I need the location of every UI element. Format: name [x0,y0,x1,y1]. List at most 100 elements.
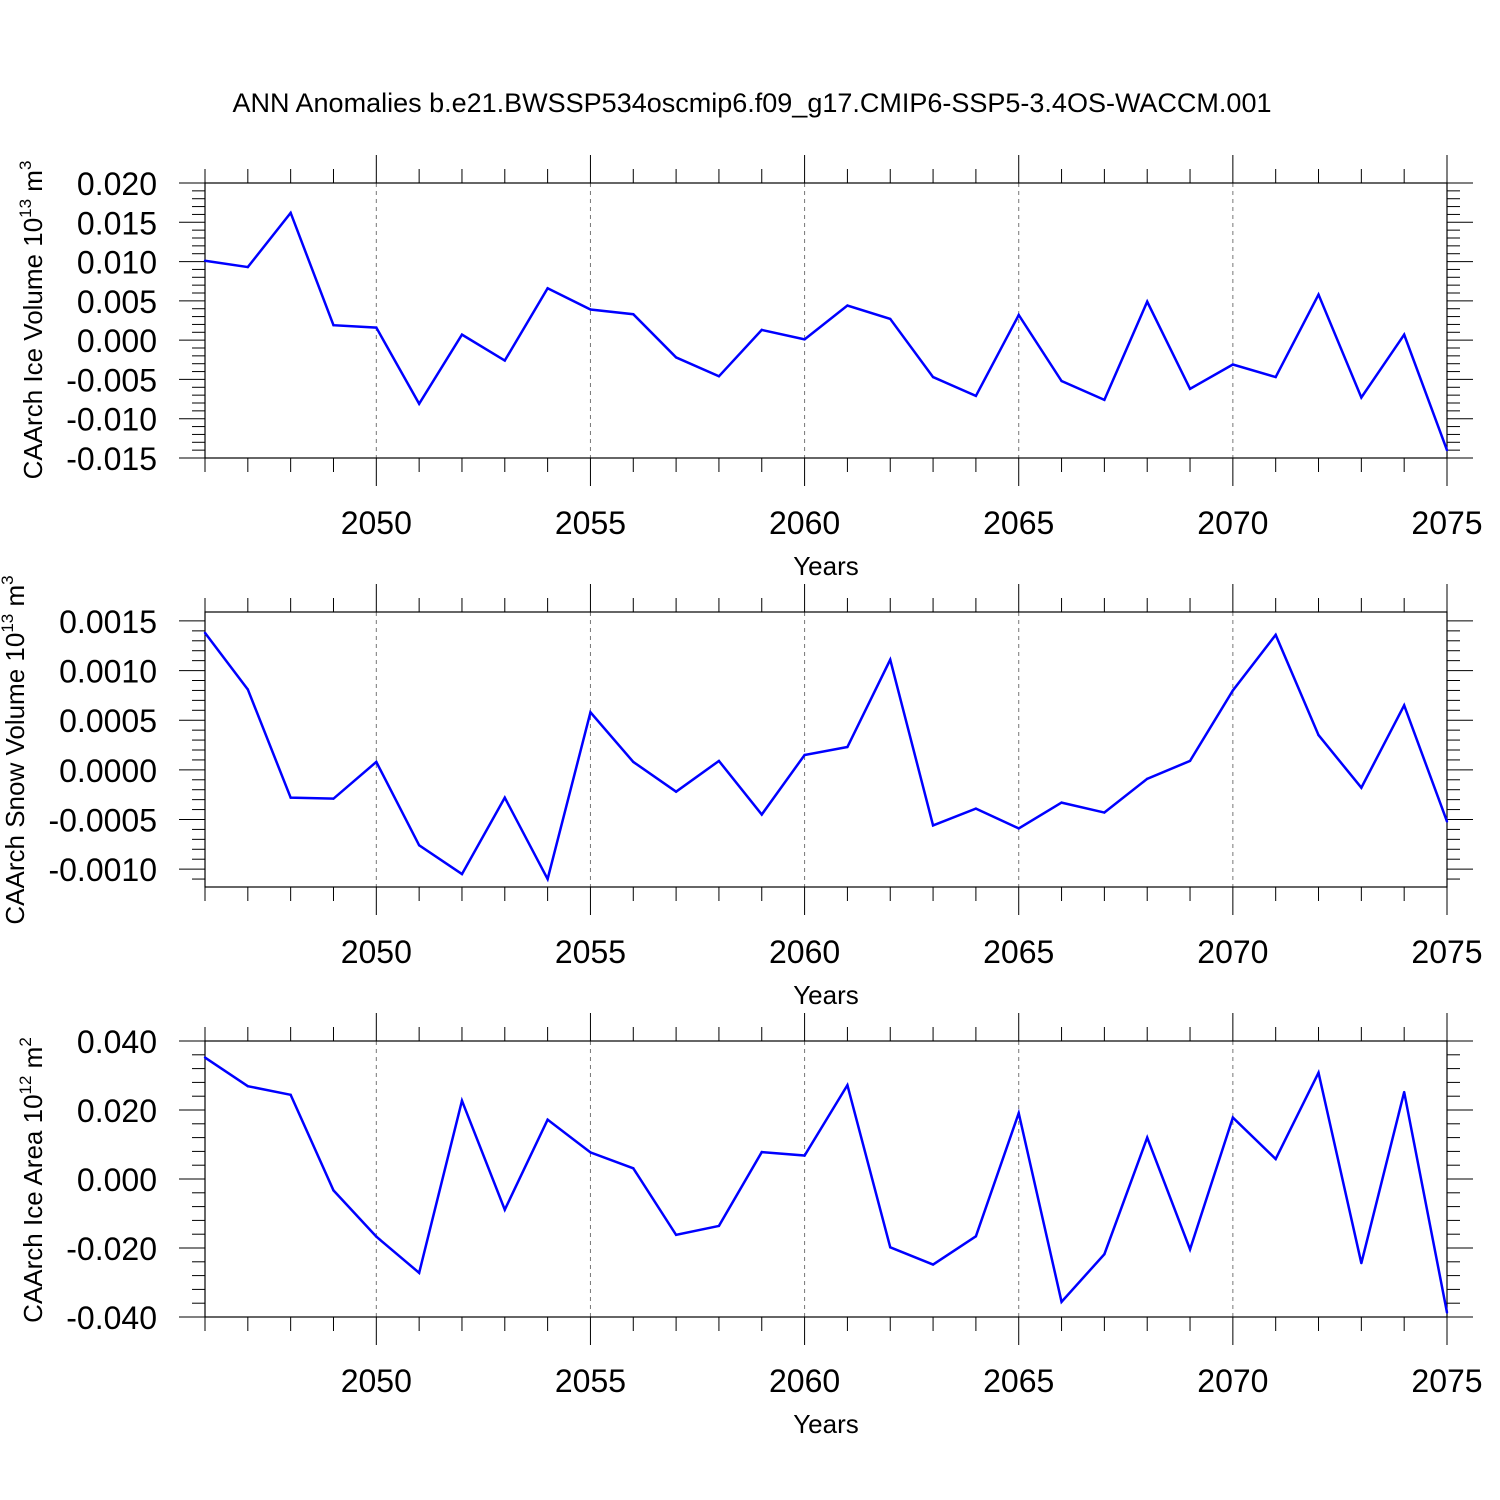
x-tick-label: 2070 [1197,1363,1268,1399]
data-point [417,402,421,405]
data-point [1360,1261,1363,1265]
y-tick-label: -0.015 [66,441,157,477]
data-point [375,326,378,329]
x-tick-label: 2050 [341,934,412,970]
data-point [1360,786,1363,789]
data-point [1103,1253,1106,1256]
y-label-exponent: 13 [0,614,17,633]
x-tick-label: 2065 [983,505,1054,541]
x-tick-label: 2060 [769,1363,840,1399]
data-point [546,287,549,290]
data-point [846,745,849,749]
x-tick-label: 2050 [341,1363,412,1399]
data-point [760,1150,763,1154]
y-tick-label: 0.010 [77,245,157,281]
data-point [889,1246,892,1249]
y-label-unit: m [18,1047,48,1076]
data-point [931,824,935,827]
data-point [1017,1111,1020,1115]
data-point [203,1056,207,1059]
data-point [289,211,292,215]
data-point [632,1167,635,1170]
y-label-unit-exponent: 2 [16,1037,35,1046]
data-point [632,313,635,316]
data-point [803,753,806,757]
data-point [203,631,207,635]
x-tick-label: 2075 [1411,1363,1482,1399]
data-point [332,797,335,800]
data-point [1231,1116,1235,1119]
y-label-text: CAArch Ice Volume 10 [18,218,48,480]
data-point [1060,801,1063,804]
data-point [1274,1157,1277,1161]
x-tick-label: 2065 [983,1363,1054,1399]
data-point [589,711,592,714]
data-point [1274,633,1277,637]
x-tick-label: 2075 [1411,505,1482,541]
data-point [1402,704,1406,707]
y-label-unit-exponent: 3 [0,575,17,584]
data-point [974,394,978,398]
x-axis-label: Years [793,980,859,1010]
data-point [289,1093,292,1097]
data-point [1360,396,1363,399]
data-point [760,813,763,816]
data-point [1146,777,1149,780]
data-point [1445,448,1449,452]
data-point [760,328,763,332]
data-point [1317,733,1320,737]
data-point [1317,293,1320,296]
data-point [503,1208,506,1211]
data-point [589,308,592,311]
data-point [846,1083,849,1087]
data-point [1060,379,1063,383]
data-point [1231,689,1235,692]
data-point [1402,333,1406,336]
plot-frame [204,1040,1448,1318]
y-tick-label: 0.020 [77,166,157,202]
x-axis-label: Years [793,1409,859,1439]
chart-title: ANN Anomalies b.e21.BWSSP534oscmip6.f09_… [233,88,1272,118]
panel-2: 0.0015 0.0010 0.0005 0.0000 -0.0005 -0.0010 20… [0,575,1483,1010]
y-label-exponent: 13 [16,199,35,218]
data-point [846,304,849,307]
data-point [203,259,207,262]
data-point [332,1189,335,1192]
y-label-exponent: 12 [16,1076,35,1095]
y-tick-label: 0.040 [77,1024,157,1060]
data-point [889,658,892,661]
y-tick-label: -0.010 [66,402,157,438]
data-point [974,807,978,810]
x-tick-label: 2065 [983,934,1054,970]
data-point [375,760,378,764]
data-point [717,759,721,763]
data-point [1402,1090,1406,1094]
panels: 0.0200.0150.0100.0050.000-0.005-0.010-0.… [0,155,1483,1439]
data-point [674,1233,678,1237]
y-label-text: CAArch Snow Volume 10 [0,633,30,925]
data-point [503,796,506,799]
data-point [589,1151,592,1154]
data-point [717,375,721,378]
data-point [931,375,935,379]
data-point [417,1271,421,1275]
y-tick-label: -0.020 [66,1231,157,1267]
data-point [1188,759,1192,763]
y-tick-label: 0.000 [77,323,157,359]
data-point [417,844,421,847]
x-tick-label: 2060 [769,934,840,970]
x-tick-label: 2050 [341,505,412,541]
data-point [803,1154,806,1157]
data-point [1231,363,1235,366]
data-point [1317,1071,1320,1074]
data-point [460,872,464,876]
data-point [1188,387,1192,391]
x-tick-label: 2075 [1411,934,1482,970]
x-tick-label: 2055 [555,1363,626,1399]
data-point [1445,1311,1449,1314]
data-point [1188,1248,1192,1251]
data-point [1274,375,1277,379]
x-tick-label: 2055 [555,505,626,541]
data-point [375,1235,378,1238]
